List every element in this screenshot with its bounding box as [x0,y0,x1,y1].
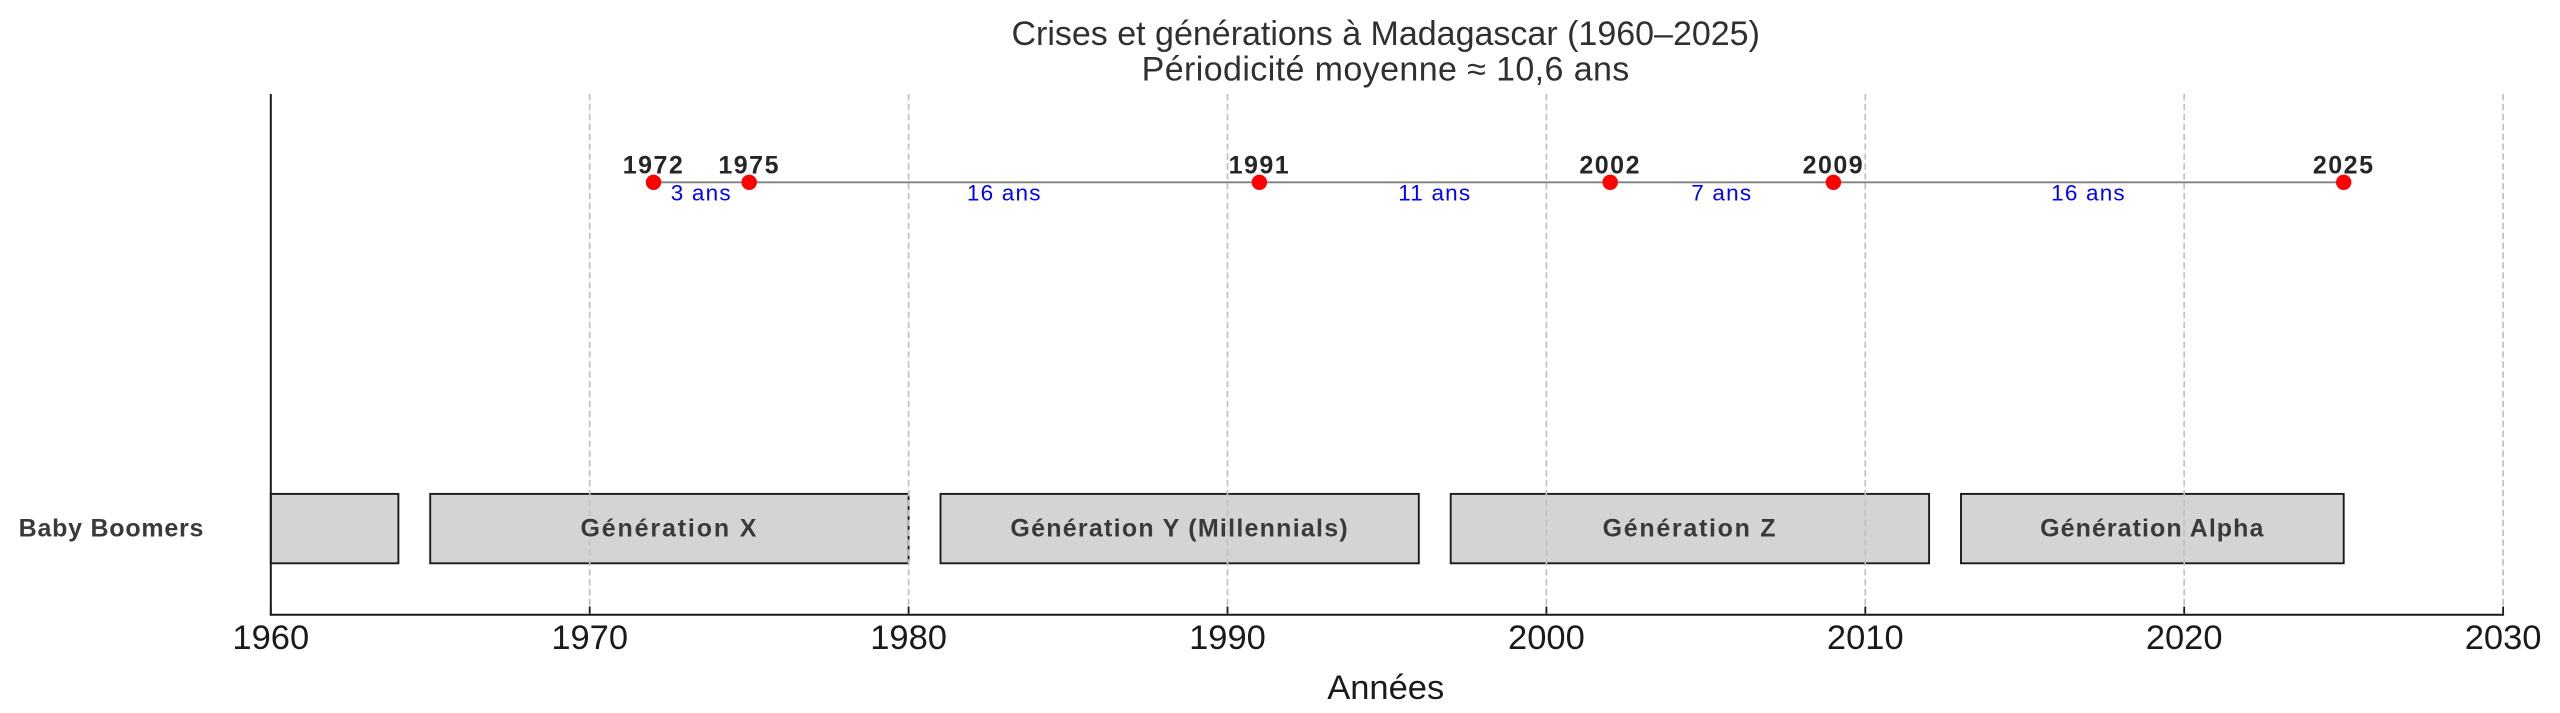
svg-text:1960: 1960 [232,619,309,657]
svg-text:Génération Y (Millennials): Génération Y (Millennials) [1010,514,1349,542]
svg-text:2020: 2020 [2146,619,2223,657]
svg-text:1990: 1990 [1189,619,1266,657]
svg-text:2030: 2030 [2465,619,2542,657]
svg-text:7 ans: 7 ans [1691,181,1752,206]
svg-text:11 ans: 11 ans [1398,181,1471,206]
svg-text:Génération Z: Génération Z [1603,514,1778,542]
svg-text:Génération Alpha: Génération Alpha [2040,514,2264,542]
svg-text:1972: 1972 [623,152,685,180]
svg-text:2025: 2025 [2313,152,2375,180]
svg-text:1991: 1991 [1229,152,1291,180]
svg-text:2010: 2010 [1827,619,1904,657]
svg-text:2000: 2000 [1508,619,1585,657]
svg-text:Années: Années [1327,669,1444,707]
svg-text:2009: 2009 [1803,152,1865,180]
svg-text:Baby Boomers: Baby Boomers [19,514,204,542]
svg-text:Crises et générations à Madaga: Crises et générations à Madagascar (1960… [1011,15,1759,53]
svg-text:1980: 1980 [870,619,947,657]
svg-text:16 ans: 16 ans [2051,181,2126,206]
svg-text:1970: 1970 [551,619,628,657]
svg-text:1975: 1975 [718,152,780,180]
svg-text:3 ans: 3 ans [671,181,732,206]
svg-text:Périodicité moyenne ≈ 10,6 ans: Périodicité moyenne ≈ 10,6 ans [1142,51,1630,89]
svg-text:16 ans: 16 ans [967,181,1042,206]
svg-text:Génération X: Génération X [581,514,759,542]
svg-text:2002: 2002 [1579,152,1641,180]
